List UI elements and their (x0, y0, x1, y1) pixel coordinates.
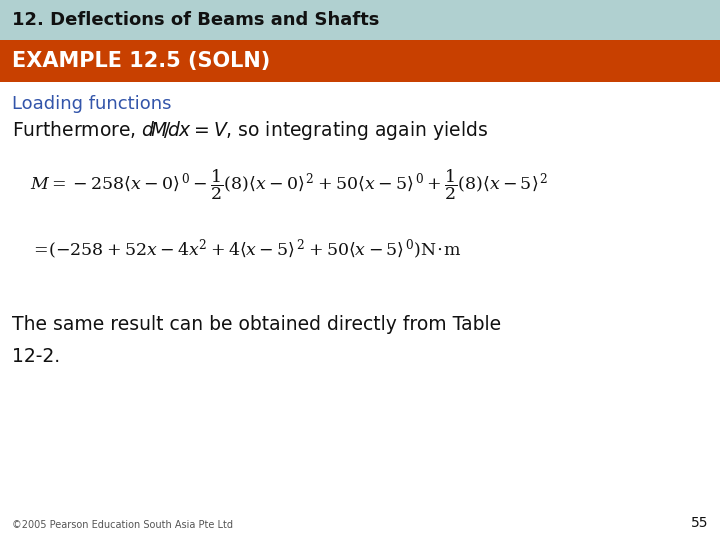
Text: $M = -258\langle x-0\rangle^{\,0} - \dfrac{1}{2}(8)\langle x-0\rangle^{\,2} + 50: $M = -258\langle x-0\rangle^{\,0} - \dfr… (30, 168, 549, 202)
Text: The same result can be obtained directly from Table: The same result can be obtained directly… (12, 315, 501, 334)
FancyBboxPatch shape (0, 0, 720, 40)
FancyBboxPatch shape (0, 40, 720, 82)
Text: 12. Deflections of Beams and Shafts: 12. Deflections of Beams and Shafts (12, 11, 379, 29)
Text: 12-2.: 12-2. (12, 347, 60, 366)
Text: $= \!\left(-258 + 52x - 4x^2 + 4\langle x-5\rangle^{\,2} + 50\langle x-5\rangle^: $= \!\left(-258 + 52x - 4x^2 + 4\langle … (30, 238, 461, 262)
Text: EXAMPLE 12.5 (SOLN): EXAMPLE 12.5 (SOLN) (12, 51, 270, 71)
Text: ©2005 Pearson Education South Asia Pte Ltd: ©2005 Pearson Education South Asia Pte L… (12, 520, 233, 530)
Text: Loading functions: Loading functions (12, 95, 171, 113)
Text: 55: 55 (690, 516, 708, 530)
Text: Furthermore, $d\!\mathit{M}\!/\!d\mathit{x} = \mathit{V}$, so integrating again : Furthermore, $d\!\mathit{M}\!/\!d\mathit… (12, 118, 488, 141)
